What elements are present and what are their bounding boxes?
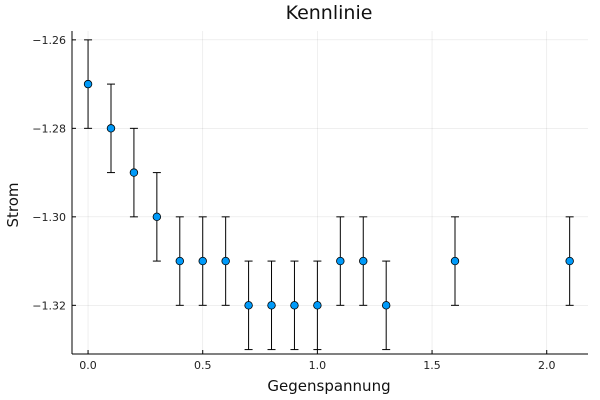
x-tick-label: 0.0 <box>79 359 97 372</box>
data-point <box>244 301 253 310</box>
data-point <box>267 301 276 310</box>
axes <box>71 31 588 355</box>
y-tick-label: −1.26 <box>32 34 66 47</box>
x-tick-label: 1.0 <box>309 359 327 372</box>
data-point <box>83 79 93 89</box>
data-point <box>336 256 345 266</box>
chart-title: Kennlinie <box>286 2 373 24</box>
y-tick-label: −1.28 <box>32 122 66 135</box>
data-point <box>106 124 116 133</box>
x-axis-label: Gegenspannung <box>267 377 390 395</box>
data-point <box>221 256 230 266</box>
x-tick-label: 0.5 <box>194 359 212 372</box>
data-point <box>152 212 162 222</box>
tick-labels: 0.0 0.5 1.0 1.5 2.0 −1.32 −1.30 −1.28 −1.26 <box>32 34 555 372</box>
y-tick-label: −1.32 <box>32 299 66 312</box>
y-axis-label: Strom <box>4 182 22 227</box>
data-marks <box>83 39 574 351</box>
data-point <box>198 256 207 266</box>
x-tick-label: 2.0 <box>538 359 556 372</box>
data-point <box>129 168 139 177</box>
x-tick-label: 1.5 <box>423 359 441 372</box>
data-point <box>381 301 391 310</box>
data-point <box>313 301 322 310</box>
data-point <box>175 256 184 266</box>
data-point <box>565 256 574 266</box>
y-tick-label: −1.30 <box>32 211 66 224</box>
data-point <box>290 301 299 310</box>
data-point <box>450 256 460 266</box>
data-point <box>359 256 368 266</box>
